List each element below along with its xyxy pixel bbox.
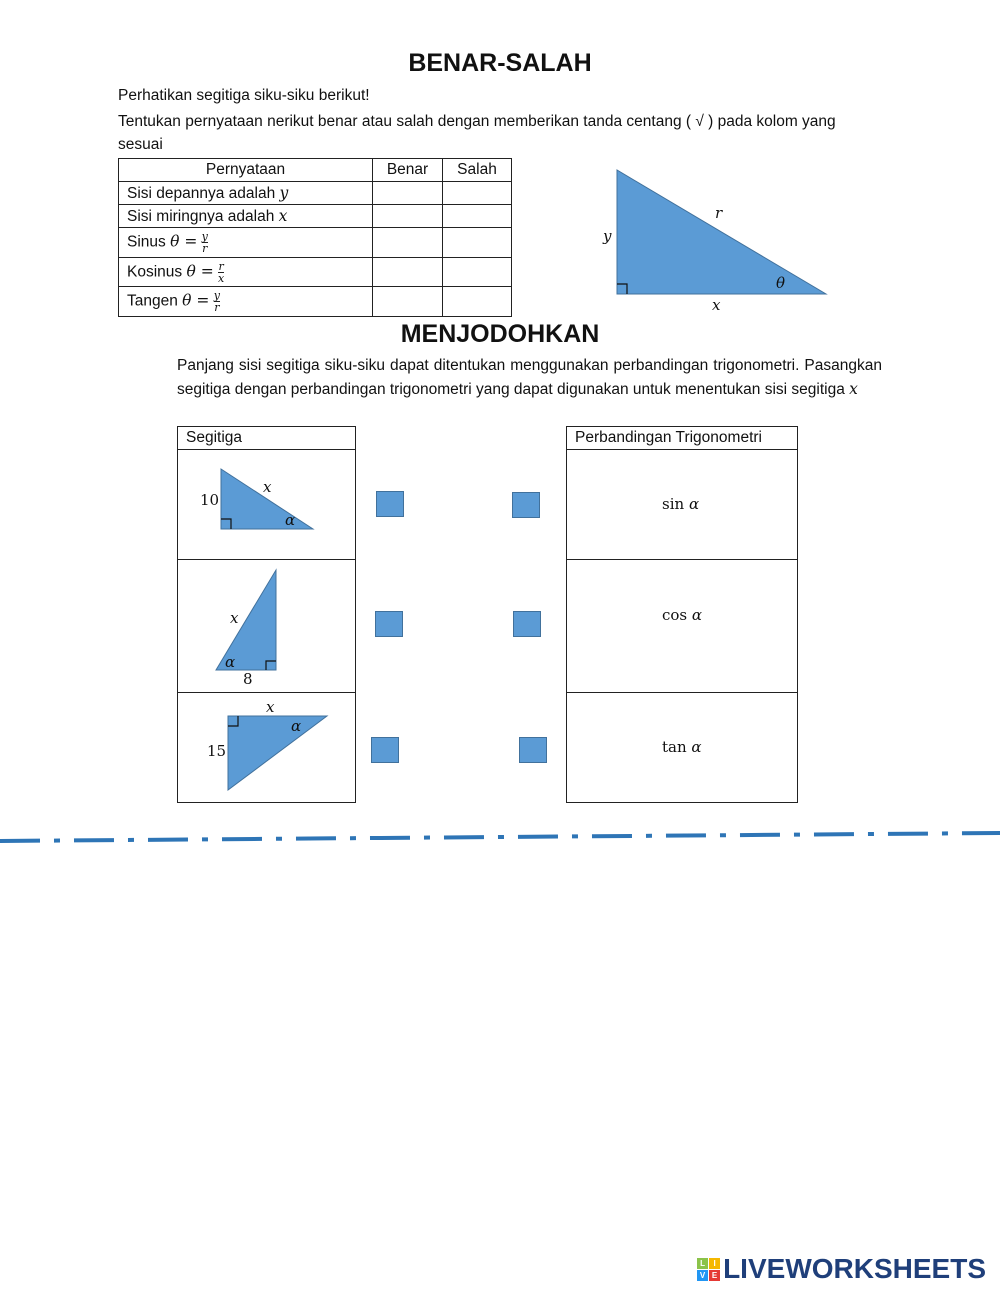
table-row: Sisi miringnya adalah x	[118, 204, 512, 228]
match-handle-left-3[interactable]	[371, 737, 399, 763]
salah-cell[interactable]	[442, 286, 512, 317]
ratio-cell-3	[566, 692, 798, 803]
match-handle-left-2[interactable]	[375, 611, 403, 637]
benar-cell[interactable]	[372, 181, 443, 205]
side-label: 8	[243, 670, 253, 688]
angle-label: α	[285, 511, 296, 529]
salah-cell[interactable]	[442, 204, 512, 228]
label-r: r	[715, 204, 723, 222]
ratio-tan: tan α	[662, 738, 702, 756]
match-handle-right-1[interactable]	[512, 492, 540, 518]
header-segitiga: Segitiga	[177, 426, 356, 450]
angle-label: α	[225, 653, 236, 671]
intro-line-3: sesuai	[118, 136, 163, 153]
ratio-cell-2	[566, 559, 798, 693]
header-salah: Salah	[442, 158, 512, 182]
hyp-label: x	[263, 478, 272, 496]
header-pernyataan: Pernyataan	[118, 158, 373, 182]
table-row: Sisi depannya adalah y	[118, 181, 512, 205]
salah-cell[interactable]	[442, 227, 512, 258]
angle-label: α	[291, 717, 302, 735]
label-theta: θ	[776, 274, 786, 292]
triangle-cell-1	[177, 449, 356, 560]
segitiga-table: Segitiga	[177, 426, 356, 803]
dash-dot-divider	[0, 831, 1000, 843]
right-angle-mark	[617, 283, 628, 294]
side-label: 10	[200, 491, 220, 509]
triangle-cell-2	[177, 559, 356, 693]
menjodohkan-title: MENJODOHKAN	[400, 320, 600, 348]
ratio-table: Perbandingan Trigonometri	[566, 426, 798, 803]
side-label: 15	[207, 742, 227, 760]
label-y: y	[603, 227, 612, 245]
intro-line-1: Perhatikan segitiga siku-siku berikut!	[118, 87, 370, 104]
hyp-label: x	[230, 609, 239, 627]
salah-cell[interactable]	[442, 257, 512, 287]
triangle-cell-3	[177, 692, 356, 803]
true-false-table: Pernyataan Benar Salah Sisi depannya ada…	[118, 158, 512, 317]
label-x: x	[712, 296, 721, 314]
match-handle-left-1[interactable]	[376, 491, 404, 517]
benar-salah-title: BENAR-SALAH	[408, 49, 592, 77]
ratio-cell-1	[566, 449, 798, 560]
hyp-label: x	[266, 698, 275, 716]
salah-cell[interactable]	[442, 181, 512, 205]
main-right-triangle	[616, 169, 828, 295]
instructions: Panjang sisi segitiga siku-siku dapat di…	[177, 357, 882, 398]
benar-cell[interactable]	[372, 286, 443, 317]
match-handle-right-2[interactable]	[513, 611, 541, 637]
ratio-cos: cos α	[662, 606, 703, 624]
ratio-sin: sin α	[662, 495, 700, 513]
intro-line-2: Tentukan pernyataan nerikut benar atau s…	[118, 113, 836, 130]
match-handle-right-3[interactable]	[519, 737, 547, 763]
header-perbandingan: Perbandingan Trigonometri	[566, 426, 798, 450]
